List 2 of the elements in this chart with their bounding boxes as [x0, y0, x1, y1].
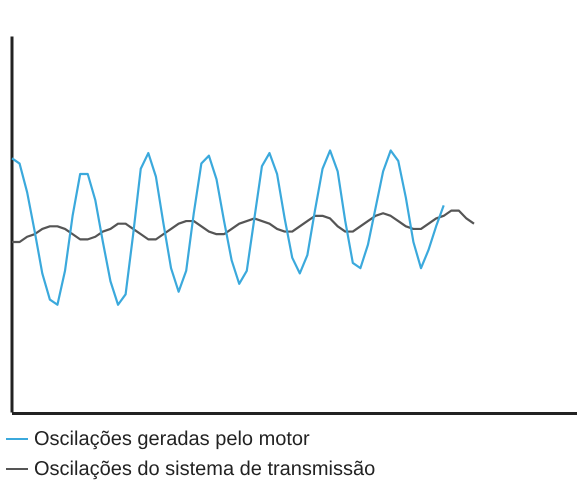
legend-label: Oscilações geradas pelo motor [34, 428, 310, 450]
legend-label: Oscilações do sistema de transmissão [34, 458, 376, 480]
